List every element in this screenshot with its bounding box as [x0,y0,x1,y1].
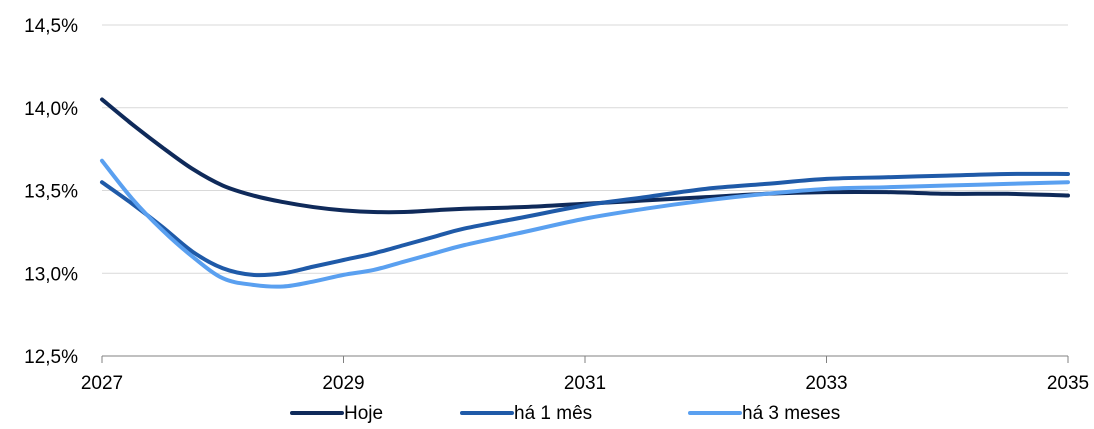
y-tick-label: 14,5% [24,16,78,37]
series-lines [100,97,1070,289]
x-tick-label: 2033 [805,373,847,394]
legend-label-3: há 3 meses [742,403,840,424]
y-tick-label: 13,0% [24,264,78,285]
series-line-2 [100,171,1070,278]
gridlines [102,24,1068,274]
legend-label-2: há 1 mês [514,403,592,424]
legend-label-1: Hoje [344,403,383,424]
series-line-3 [100,158,1070,289]
series-line-1 [100,97,1070,215]
y-tick-label: 14,0% [24,99,78,120]
y-tick-label: 12,5% [24,347,78,368]
x-tick-label: 2035 [1047,373,1089,394]
y-tick-label: 13,5% [24,182,78,203]
x-tick-label: 2029 [322,373,364,394]
axes: 12,5% 13,0% 13,5% 14,0% 14,5% 2027 2029 2031 203… [24,16,1089,394]
legend: Hoje há 1 mês há 3 meses [290,403,840,424]
x-tick-label: 2031 [564,373,606,394]
x-tick-label: 2027 [81,373,123,394]
